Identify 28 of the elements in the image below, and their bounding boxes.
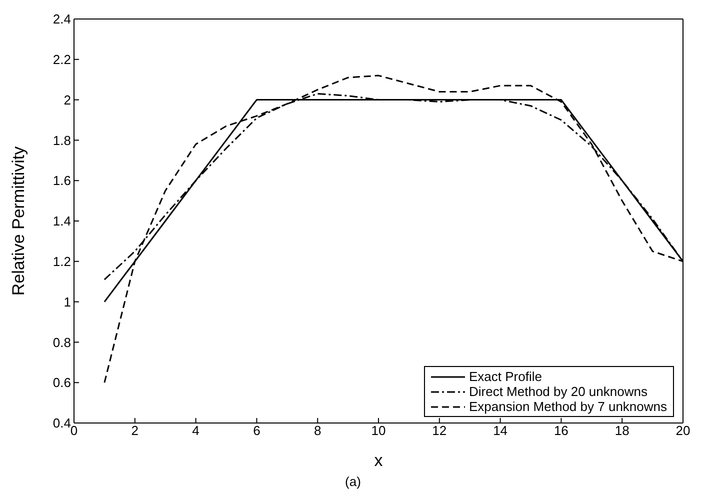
x-axis-title: x [374, 451, 384, 470]
x-tick-label: 10 [371, 423, 386, 438]
x-tick-label: 4 [192, 423, 200, 438]
legend-label: Exact Profile [468, 369, 542, 384]
legend-label: Expansion Method by 7 unknowns [468, 399, 667, 414]
y-axis-title: Relative Permittivity [9, 146, 28, 296]
y-tick-label: 2.4 [52, 12, 71, 27]
text: (a) [344, 474, 362, 489]
legend-label: Direct Method by 20 unknowns [468, 384, 648, 399]
y-tick-label: 1 [64, 294, 71, 310]
x-tick-label: 2 [131, 423, 139, 438]
y-tick-label: 0.6 [52, 375, 71, 390]
y-tick-label: 0.4 [52, 416, 71, 431]
y-tick-label: 1.2 [52, 254, 71, 270]
x-tick-label: 6 [253, 423, 260, 438]
x-tick-label: 18 [614, 423, 630, 438]
y-tick-label: 1.4 [52, 214, 71, 229]
y-tick-label: 2.2 [52, 52, 71, 68]
y-tick-label: 2 [64, 92, 71, 108]
y-tick-label: 1.8 [52, 132, 71, 148]
x-tick-label: 20 [676, 423, 690, 438]
x-tick-label: 0 [70, 423, 78, 438]
x-tick-label: 12 [432, 423, 447, 438]
x-tick-label: 14 [493, 423, 508, 438]
y-tick-label: 0.8 [52, 334, 71, 350]
x-tick-label: 16 [554, 423, 568, 438]
y-tick-label: 1.6 [52, 173, 71, 188]
x-tick-label: 8 [314, 423, 322, 438]
